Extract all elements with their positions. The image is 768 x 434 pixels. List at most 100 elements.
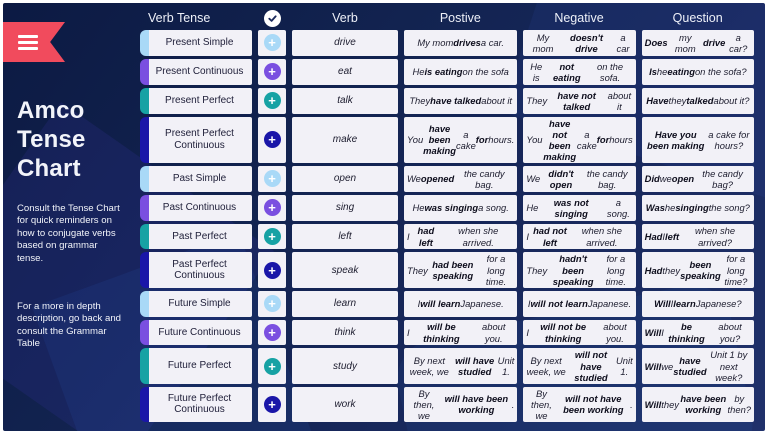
verb-cell: learn bbox=[292, 290, 398, 317]
row-color-accent bbox=[140, 116, 149, 163]
row-color-accent bbox=[140, 30, 149, 56]
tense-name-label: Present Continuous bbox=[155, 66, 244, 78]
tense-name-cell: Present Continuous bbox=[140, 58, 252, 85]
positive-example-cell: My mom drives a car. bbox=[404, 30, 518, 56]
verb-cell: make bbox=[292, 116, 398, 163]
row-color-accent bbox=[140, 58, 149, 85]
positive-example-cell: I had left when she arrived. bbox=[404, 223, 518, 250]
plus-cell: + bbox=[258, 116, 286, 163]
question-example-cell: Will I be thinking about you? bbox=[641, 319, 754, 346]
sidebar-description-1: Consult the Tense Chart for quick remind… bbox=[17, 203, 120, 264]
negative-example-cell: You have not been making a cake for hour… bbox=[523, 116, 636, 163]
verb-cell: open bbox=[292, 165, 398, 192]
negative-example-cell: He was not singing a song. bbox=[523, 194, 636, 221]
question-example-cell: Will they have been working by then? bbox=[641, 386, 754, 422]
tense-name-cell: Future Simple bbox=[140, 290, 252, 317]
row-color-accent bbox=[140, 348, 149, 384]
expand-plus-button[interactable]: + bbox=[263, 131, 281, 149]
row-color-accent bbox=[140, 386, 149, 422]
question-example-cell: Was he singing the song? bbox=[641, 194, 754, 221]
header-positive: Postive bbox=[439, 11, 481, 25]
plus-cell: + bbox=[258, 348, 286, 384]
plus-cell: + bbox=[258, 87, 286, 114]
negative-example-cell: I will not learn Japanese. bbox=[523, 290, 636, 317]
positive-example-cell: They had been speaking for a long time. bbox=[404, 252, 518, 288]
negative-example-cell: They have not talked about it bbox=[523, 87, 636, 114]
expand-plus-button[interactable]: + bbox=[263, 261, 281, 279]
row-color-accent bbox=[140, 165, 149, 192]
expand-plus-button[interactable]: + bbox=[263, 357, 281, 375]
negative-example-cell: I will not be thinking about you. bbox=[523, 319, 636, 346]
question-example-cell: Is he eating on the sofa? bbox=[641, 58, 754, 85]
verb-cell: think bbox=[292, 319, 398, 346]
question-example-cell: Have they talked about it? bbox=[641, 87, 754, 114]
plus-cell: + bbox=[258, 290, 286, 317]
tense-name-cell: Past Perfect bbox=[140, 223, 252, 250]
tense-name-label: Past Simple bbox=[172, 173, 227, 185]
question-example-cell: Will I learn Japanese? bbox=[641, 290, 754, 317]
tense-name-cell: Future Continuous bbox=[140, 319, 252, 346]
header-negative: Negative bbox=[554, 11, 604, 25]
positive-example-cell: I will learn Japanese. bbox=[404, 290, 518, 317]
header-verb: Verb bbox=[332, 11, 358, 25]
table-header: Verb Tense Verb Postive Negative Questio… bbox=[140, 6, 754, 30]
row-color-accent bbox=[140, 319, 149, 346]
negative-example-cell: I had not left when she arrived. bbox=[523, 223, 636, 250]
negative-example-cell: He is not eating on the sofa. bbox=[523, 58, 636, 85]
tense-name-label: Present Perfect Continuous bbox=[165, 128, 234, 151]
row-color-accent bbox=[140, 223, 149, 250]
verb-cell: study bbox=[292, 348, 398, 384]
positive-example-cell: We opened the candy bag. bbox=[404, 165, 518, 192]
verb-cell: speak bbox=[292, 252, 398, 288]
plus-cell: + bbox=[258, 30, 286, 56]
tense-name-label: Present Simple bbox=[165, 37, 234, 49]
plus-cell: + bbox=[258, 58, 286, 85]
tense-name-cell: Future Perfect Continuous bbox=[140, 386, 252, 422]
verb-cell: talk bbox=[292, 87, 398, 114]
menu-button[interactable] bbox=[3, 22, 65, 62]
row-color-accent bbox=[140, 252, 149, 288]
expand-plus-button[interactable]: + bbox=[263, 63, 281, 81]
negative-example-cell: My mom doesn't drive a car bbox=[523, 30, 636, 56]
tense-name-label: Past Continuous bbox=[162, 201, 237, 213]
plus-cell: + bbox=[258, 194, 286, 221]
tense-name-cell: Past Perfect Continuous bbox=[140, 252, 252, 288]
expand-plus-button[interactable]: + bbox=[263, 395, 281, 413]
expand-plus-button[interactable]: + bbox=[263, 92, 281, 110]
header-question: Question bbox=[672, 11, 723, 25]
row-color-accent bbox=[140, 87, 149, 114]
verb-cell: left bbox=[292, 223, 398, 250]
expand-plus-button[interactable]: + bbox=[263, 228, 281, 246]
expand-plus-button[interactable]: + bbox=[263, 199, 281, 217]
negative-example-cell: They hadn't been speaking for a long tim… bbox=[523, 252, 636, 288]
tense-name-label: Future Perfect bbox=[167, 360, 232, 372]
positive-example-cell: He was singing a song. bbox=[404, 194, 518, 221]
header-verb-tense: Verb Tense bbox=[148, 11, 211, 25]
expand-plus-button[interactable]: + bbox=[263, 34, 281, 52]
expand-plus-button[interactable]: + bbox=[263, 170, 281, 188]
verb-cell: drive bbox=[292, 30, 398, 56]
positive-example-cell: They have talked about it bbox=[404, 87, 518, 114]
tense-name-cell: Future Perfect bbox=[140, 348, 252, 384]
tense-name-cell: Present Perfect bbox=[140, 87, 252, 114]
check-icon bbox=[263, 9, 281, 27]
page-title: Amco Tense Chart bbox=[17, 97, 86, 182]
expand-plus-button[interactable]: + bbox=[263, 295, 281, 313]
negative-example-cell: We didn't open the candy bag. bbox=[523, 165, 636, 192]
plus-cell: + bbox=[258, 386, 286, 422]
question-example-cell: Had they been speaking for a long time? bbox=[641, 252, 754, 288]
positive-example-cell: By next week, we will have studied Unit … bbox=[404, 348, 518, 384]
plus-cell: + bbox=[258, 223, 286, 250]
verb-cell: sing bbox=[292, 194, 398, 221]
verb-cell: work bbox=[292, 386, 398, 422]
tense-name-label: Future Continuous bbox=[158, 326, 241, 338]
row-color-accent bbox=[140, 194, 149, 221]
sidebar: Amco Tense Chart Consult the Tense Chart… bbox=[3, 3, 135, 431]
tense-name-cell: Past Continuous bbox=[140, 194, 252, 221]
expand-plus-button[interactable]: + bbox=[263, 324, 281, 341]
header-check bbox=[258, 9, 286, 27]
row-color-accent bbox=[140, 290, 149, 317]
tense-name-label: Past Perfect bbox=[172, 230, 227, 242]
question-example-cell: Did we open the candy bag? bbox=[641, 165, 754, 192]
tense-name-label: Past Perfect Continuous bbox=[172, 258, 227, 282]
